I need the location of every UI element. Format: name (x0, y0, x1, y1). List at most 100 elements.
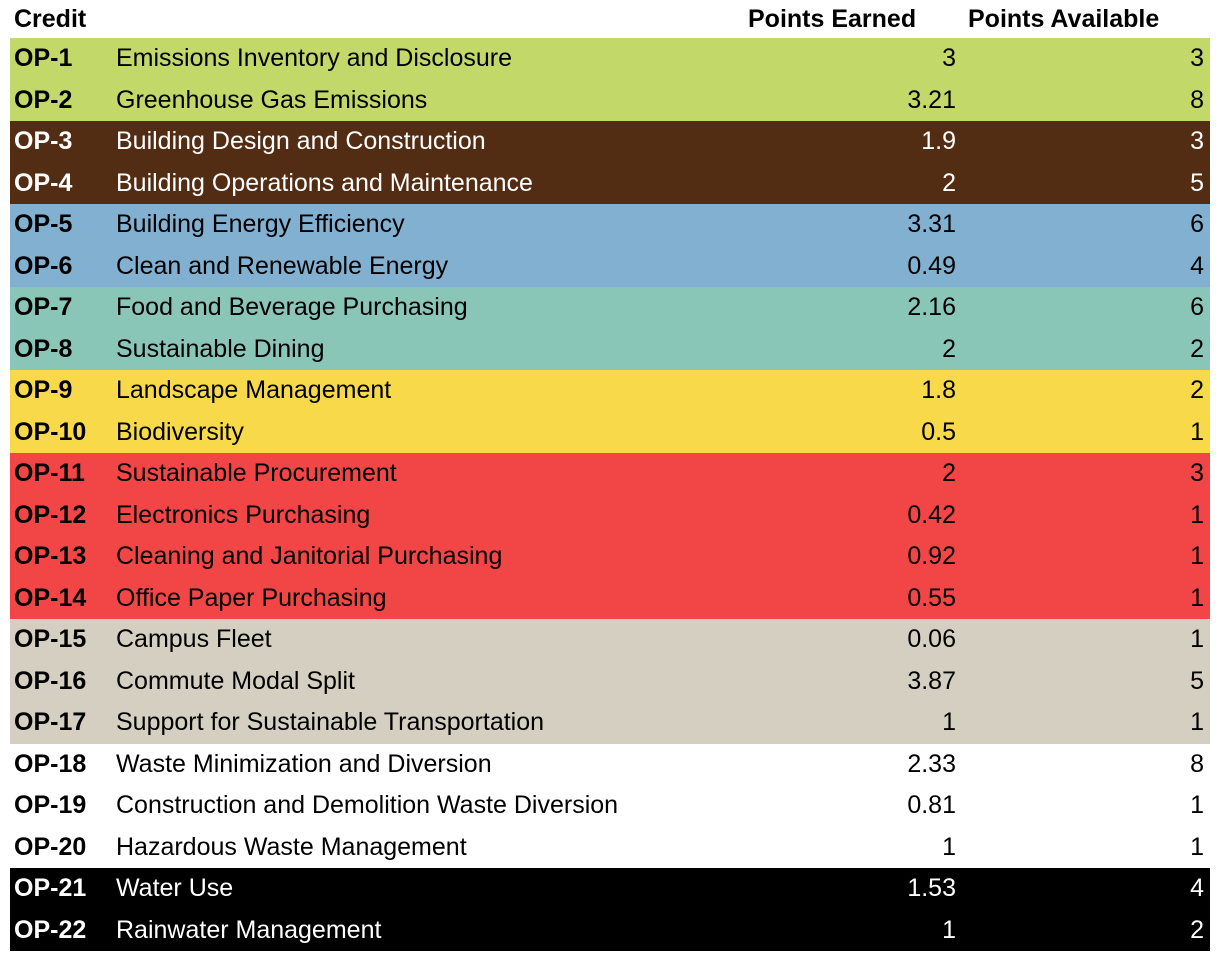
credit-code: OP-9 (14, 376, 73, 404)
credit-code: OP-2 (14, 85, 73, 114)
points-available: 5 (1190, 168, 1204, 197)
table-row: OP-8 Sustainable Dining 2 2 (10, 328, 1210, 370)
credit-name: Support for Sustainable Transportation (116, 708, 545, 736)
points-earned: 1 (942, 915, 956, 944)
credit-name: Office Paper Purchasing (116, 583, 387, 612)
table-row: OP-13 Cleaning and Janitorial Purchasing 0… (10, 536, 1210, 578)
points-available: 1 (1190, 500, 1204, 529)
points-earned: 0.5 (921, 417, 956, 446)
points-available: 1 (1190, 708, 1204, 736)
points-earned: 3 (942, 44, 956, 72)
credit-code: OP-21 (14, 874, 87, 902)
credit-name: Sustainable Procurement (116, 459, 397, 487)
credit-name: Building Design and Construction (116, 127, 486, 155)
table-row: OP-1 Emissions Inventory and Disclosure 3 3 (10, 38, 1210, 80)
points-earned: 2.16 (907, 293, 956, 321)
table-row: OP-7 Food and Beverage Purchasing 2.16 6 (10, 287, 1210, 329)
points-available: 4 (1190, 874, 1204, 902)
credit-code: OP-18 (14, 749, 87, 778)
points-available: 8 (1190, 85, 1204, 114)
points-earned: 2 (942, 459, 956, 487)
points-earned-column-header: Points Earned (748, 5, 917, 33)
points-earned: 1 (942, 708, 956, 736)
table-row: OP-15 Campus Fleet 0.06 1 (10, 619, 1210, 661)
credit-code: OP-4 (14, 168, 73, 197)
credit-code: OP-17 (14, 708, 87, 736)
credit-code: OP-15 (14, 625, 87, 653)
credit-name: Rainwater Management (116, 915, 382, 944)
table-row: OP-9 Landscape Management 1.8 2 (10, 370, 1210, 412)
credit-code: OP-12 (14, 500, 87, 529)
points-available: 1 (1190, 417, 1204, 446)
points-available: 3 (1190, 127, 1204, 155)
table-row: OP-22 Rainwater Management 1 2 (10, 909, 1210, 951)
points-available: 3 (1190, 44, 1204, 72)
points-available: 3 (1190, 459, 1204, 487)
table-row: OP-3 Building Design and Construction 1.9 3 (10, 121, 1210, 163)
credit-column-header: Credit (14, 5, 87, 33)
table-header: Credit Points Earned Points Available (0, 0, 1224, 38)
points-available: 6 (1190, 293, 1204, 321)
table-row: OP-4 Building Operations and Maintenance 2… (10, 162, 1210, 204)
table-body: OP-1 Emissions Inventory and Disclosure 3 3… (10, 38, 1210, 951)
credit-code: OP-10 (14, 417, 87, 446)
table-row: OP-14 Office Paper Purchasing 0.55 1 (10, 577, 1210, 619)
credit-code: OP-3 (14, 127, 73, 155)
points-available: 8 (1190, 749, 1204, 778)
credit-name: Food and Beverage Purchasing (116, 293, 468, 321)
credit-code: OP-1 (14, 44, 73, 72)
credit-name: Building Operations and Maintenance (116, 168, 533, 197)
table-row: OP-10 Biodiversity 0.5 1 (10, 411, 1210, 453)
table-row: OP-2 Greenhouse Gas Emissions 3.21 8 (10, 79, 1210, 121)
table-row: OP-6 Clean and Renewable Energy 0.49 4 (10, 245, 1210, 287)
credit-name: Construction and Demolition Waste Divers… (116, 791, 619, 819)
credit-name: Sustainable Dining (116, 334, 325, 363)
table-row: OP-16 Commute Modal Split 3.87 5 (10, 660, 1210, 702)
points-available: 6 (1190, 210, 1204, 238)
points-available: 1 (1190, 542, 1204, 570)
points-available: 2 (1190, 915, 1204, 944)
credit-code: OP-16 (14, 666, 87, 695)
credit-name: Clean and Renewable Energy (116, 251, 449, 280)
points-earned: 0.81 (907, 791, 956, 819)
points-available-column-header: Points Available (968, 5, 1160, 33)
table-row: OP-21 Water Use 1.53 4 (10, 868, 1210, 910)
points-earned: 1.53 (907, 874, 956, 902)
credit-name: Campus Fleet (116, 625, 272, 653)
credit-code: OP-14 (14, 583, 87, 612)
credit-code: OP-11 (14, 459, 85, 487)
table-row: OP-18 Waste Minimization and Diversion 2.3… (10, 743, 1210, 785)
points-earned: 2 (942, 168, 956, 197)
credit-code: OP-22 (14, 915, 87, 944)
points-available: 1 (1190, 832, 1204, 861)
credit-code: OP-8 (14, 334, 73, 363)
points-earned: 2 (942, 334, 956, 363)
table-row: OP-20 Hazardous Waste Management 1 1 (10, 826, 1210, 868)
credit-name: Biodiversity (116, 417, 244, 446)
credit-code: OP-13 (14, 542, 87, 570)
points-earned: 0.42 (907, 500, 956, 529)
credit-name: Electronics Purchasing (116, 500, 371, 529)
points-earned: 3.31 (907, 210, 956, 238)
table-row: OP-11 Sustainable Procurement 2 3 (10, 453, 1210, 495)
table-row: OP-5 Building Energy Efficiency 3.31 6 (10, 204, 1210, 246)
points-earned: 1.9 (921, 127, 956, 155)
credit-name: Cleaning and Janitorial Purchasing (116, 542, 503, 570)
points-available: 4 (1190, 251, 1204, 280)
credit-code: OP-7 (14, 293, 73, 321)
table-row: OP-12 Electronics Purchasing 0.42 1 (10, 494, 1210, 536)
points-earned: 3.87 (907, 666, 956, 695)
credit-name: Emissions Inventory and Disclosure (116, 44, 512, 72)
credit-name: Building Energy Efficiency (116, 210, 405, 238)
points-earned: 1.8 (921, 376, 956, 404)
credit-name: Commute Modal Split (116, 666, 355, 695)
credit-name: Hazardous Waste Management (116, 832, 467, 861)
points-earned: 2.33 (907, 749, 956, 778)
points-earned: 0.06 (907, 625, 956, 653)
credit-name: Waste Minimization and Diversion (116, 749, 492, 778)
points-available: 5 (1190, 666, 1204, 695)
points-earned: 0.92 (907, 542, 956, 570)
points-earned: 0.55 (907, 583, 956, 612)
points-available: 2 (1190, 334, 1204, 363)
points-earned: 1 (942, 832, 956, 861)
